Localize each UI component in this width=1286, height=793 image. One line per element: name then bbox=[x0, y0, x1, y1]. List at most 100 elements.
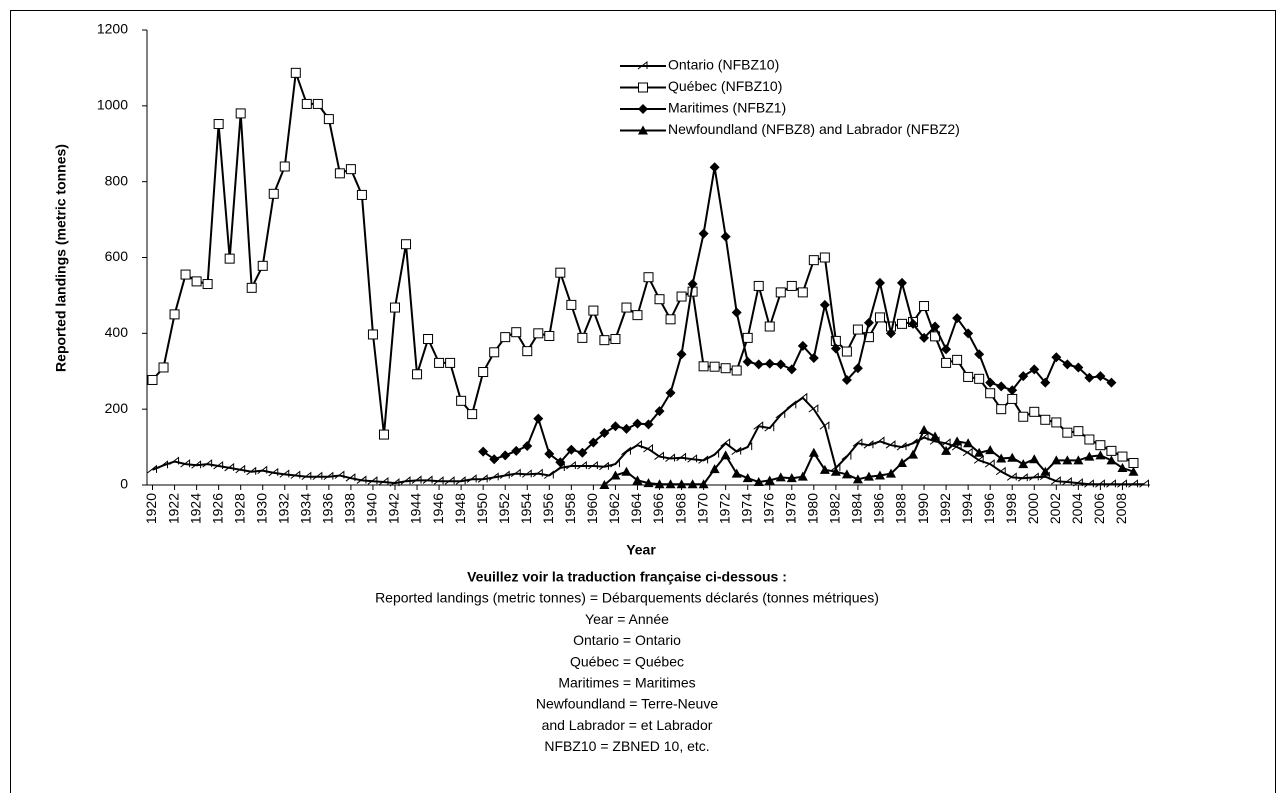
marker bbox=[290, 470, 301, 479]
data-point bbox=[874, 436, 885, 445]
marker bbox=[191, 276, 202, 287]
marker bbox=[995, 466, 1006, 476]
data-point bbox=[202, 459, 213, 468]
data-point bbox=[389, 302, 400, 313]
marker bbox=[1095, 371, 1106, 382]
data-point bbox=[775, 359, 786, 370]
marker bbox=[169, 456, 180, 465]
marker bbox=[489, 347, 500, 358]
marker bbox=[246, 466, 257, 476]
data-point bbox=[1095, 479, 1105, 488]
marker bbox=[445, 357, 456, 368]
data-point bbox=[797, 287, 808, 298]
marker bbox=[974, 373, 985, 384]
marker bbox=[698, 228, 709, 239]
data-point bbox=[621, 302, 632, 313]
data-point bbox=[786, 400, 797, 409]
data-point bbox=[621, 423, 632, 434]
data-point bbox=[687, 279, 698, 290]
marker bbox=[257, 465, 268, 474]
marker bbox=[753, 280, 764, 291]
data-point bbox=[863, 471, 874, 481]
data-point bbox=[742, 442, 753, 451]
marker bbox=[312, 98, 323, 109]
x-tick-label: 1992 bbox=[937, 493, 953, 524]
marker bbox=[1084, 372, 1095, 383]
data-point bbox=[753, 359, 764, 370]
data-point bbox=[874, 277, 885, 288]
data-point bbox=[841, 346, 852, 357]
data-point bbox=[1040, 377, 1051, 388]
data-point bbox=[1095, 440, 1106, 451]
marker bbox=[1039, 471, 1050, 481]
x-tick-label: 1942 bbox=[386, 493, 402, 524]
marker bbox=[323, 114, 334, 125]
data-point bbox=[1028, 472, 1039, 481]
data-point bbox=[1128, 479, 1138, 488]
marker bbox=[830, 343, 841, 354]
data-point bbox=[301, 98, 312, 109]
marker bbox=[808, 404, 819, 413]
marker bbox=[544, 448, 555, 459]
marker bbox=[202, 459, 213, 468]
data-point bbox=[1051, 455, 1062, 465]
marker bbox=[213, 119, 224, 130]
data-point bbox=[489, 347, 500, 358]
data-point bbox=[1106, 377, 1117, 388]
data-point bbox=[709, 464, 720, 474]
marker bbox=[566, 444, 577, 455]
marker bbox=[1062, 359, 1073, 370]
y-tick-label: 800 bbox=[105, 172, 129, 188]
marker bbox=[1073, 362, 1084, 373]
x-tick-label: 2002 bbox=[1047, 493, 1063, 524]
marker bbox=[532, 468, 543, 478]
marker bbox=[456, 395, 467, 406]
data-point bbox=[577, 447, 588, 458]
x-tick-label: 1980 bbox=[805, 493, 821, 524]
marker bbox=[1106, 479, 1116, 488]
marker bbox=[940, 438, 951, 447]
data-point bbox=[952, 313, 963, 324]
marker bbox=[632, 418, 643, 429]
data-point bbox=[1062, 359, 1073, 370]
marker bbox=[1018, 411, 1029, 422]
data-point bbox=[577, 332, 588, 343]
marker bbox=[841, 374, 852, 385]
marker bbox=[819, 464, 830, 474]
data-point bbox=[1007, 452, 1018, 462]
marker bbox=[610, 459, 620, 468]
data-point bbox=[345, 473, 356, 482]
data-point bbox=[742, 332, 753, 343]
marker bbox=[1095, 450, 1106, 460]
data-point bbox=[720, 438, 731, 447]
marker bbox=[941, 357, 952, 368]
data-point bbox=[1017, 473, 1028, 482]
data-point bbox=[1095, 450, 1106, 460]
marker bbox=[621, 466, 632, 476]
marker bbox=[698, 479, 709, 489]
data-point bbox=[1062, 455, 1073, 465]
marker bbox=[632, 310, 643, 321]
marker bbox=[400, 476, 411, 485]
data-point bbox=[841, 451, 852, 460]
marker bbox=[1029, 406, 1040, 417]
data-point bbox=[1084, 451, 1095, 461]
data-point bbox=[897, 277, 908, 288]
data-point bbox=[874, 470, 885, 480]
data-point bbox=[621, 446, 631, 456]
marker bbox=[709, 464, 720, 474]
x-tick-label: 1948 bbox=[452, 493, 468, 524]
marker bbox=[897, 277, 908, 288]
marker bbox=[963, 371, 974, 382]
data-point bbox=[510, 468, 521, 478]
x-tick-label: 1982 bbox=[827, 493, 843, 524]
x-tick-label: 1978 bbox=[782, 493, 798, 524]
marker bbox=[334, 470, 345, 479]
marker bbox=[588, 461, 598, 470]
data-point bbox=[356, 475, 367, 484]
marker bbox=[1006, 472, 1017, 481]
marker bbox=[1128, 466, 1139, 476]
marker bbox=[522, 346, 533, 357]
data-point bbox=[511, 445, 522, 456]
x-tick-label: 1940 bbox=[364, 493, 380, 524]
